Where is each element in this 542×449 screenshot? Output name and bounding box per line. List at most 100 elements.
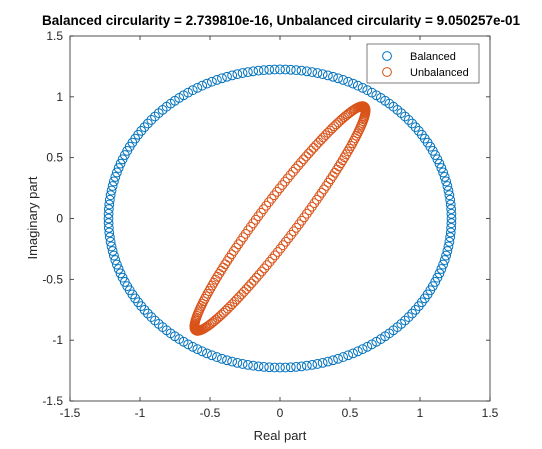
- data-point: [111, 259, 122, 270]
- data-point: [445, 232, 456, 243]
- data-point: [282, 173, 293, 184]
- data-point: [343, 76, 354, 87]
- data-point: [253, 211, 264, 222]
- data-point: [272, 247, 283, 257]
- data-point: [117, 154, 128, 165]
- data-point: [142, 118, 153, 129]
- data-point: [291, 65, 302, 76]
- data-point: [150, 111, 160, 122]
- data-point: [206, 350, 217, 361]
- data-point: [197, 80, 208, 91]
- data-point: [333, 353, 343, 364]
- legend[interactable]: Balanced Unbalanced: [366, 43, 480, 84]
- data-point: [104, 232, 115, 243]
- data-point: [314, 191, 325, 202]
- data-point: [333, 73, 343, 84]
- data-point: [335, 158, 346, 169]
- data-point: [275, 64, 285, 75]
- data-point: [274, 183, 285, 194]
- data-point: [256, 207, 266, 218]
- data-point: [248, 360, 259, 371]
- data-point: [357, 344, 368, 355]
- data-point: [113, 264, 124, 274]
- data-point: [214, 268, 225, 279]
- data-point: [202, 78, 212, 89]
- data-point: [241, 284, 252, 295]
- data-point: [272, 186, 282, 197]
- data-point: [312, 68, 323, 78]
- legend-marker-balanced: [382, 51, 392, 61]
- data-point: [296, 65, 307, 76]
- data-point: [251, 272, 262, 283]
- data-point: [307, 67, 318, 77]
- data-point: [304, 205, 315, 216]
- data-point: [413, 125, 424, 136]
- data-point: [248, 66, 259, 77]
- data-point: [341, 149, 352, 160]
- data-point: [444, 190, 455, 201]
- data-point: [311, 140, 321, 151]
- data-point: [103, 208, 114, 219]
- data-point: [253, 65, 264, 76]
- data-point: [286, 229, 297, 240]
- data-point: [308, 142, 319, 153]
- data-point: [253, 361, 264, 372]
- data-point: [285, 170, 296, 180]
- data-point: [438, 259, 449, 270]
- data-point: [212, 271, 223, 282]
- data-point: [337, 155, 348, 166]
- data-point: [446, 204, 457, 215]
- data-point: [103, 218, 114, 229]
- data-point: [441, 176, 452, 187]
- data-point: [235, 235, 246, 246]
- y-tick-label: 0: [56, 212, 63, 226]
- x-axis-label: Real part: [254, 428, 307, 443]
- data-point: [142, 308, 153, 319]
- data-point: [293, 160, 304, 171]
- data-point: [436, 264, 447, 274]
- data-point: [396, 318, 407, 329]
- data-point: [445, 199, 456, 210]
- data-point: [319, 184, 329, 195]
- data-point: [236, 289, 247, 300]
- data-point: [146, 115, 157, 125]
- data-point: [353, 126, 364, 137]
- data-point: [339, 152, 350, 163]
- data-point: [146, 312, 157, 322]
- data-point: [207, 280, 218, 291]
- data-point: [233, 239, 244, 250]
- data-point: [264, 64, 275, 75]
- data-point: [290, 163, 301, 174]
- axes-layer: -1.5 -1 -0.5 0 0.5 1 1.5 -1.5 -1 -0.5 0 0.5 1 1.5: [42, 29, 498, 420]
- data-point: [150, 315, 160, 326]
- y-tick-label: -1: [52, 333, 63, 347]
- data-point: [296, 215, 307, 226]
- data-point: [338, 352, 349, 362]
- x-tick-label: 1.5: [482, 406, 499, 420]
- data-point: [187, 85, 198, 96]
- data-point: [196, 300, 207, 311]
- data-point: [359, 102, 370, 112]
- data-point: [403, 115, 414, 125]
- data-point: [107, 181, 118, 191]
- data-point: [136, 301, 147, 312]
- x-tick-label: 1: [417, 406, 424, 420]
- data-point: [242, 360, 253, 370]
- data-point: [280, 64, 291, 75]
- data-point: [346, 141, 356, 151]
- data-point: [266, 193, 277, 204]
- data-point: [312, 359, 323, 369]
- data-point: [303, 148, 314, 159]
- data-point: [407, 308, 418, 319]
- data-point: [110, 172, 121, 182]
- x-tick-label: -0.5: [200, 406, 221, 420]
- data-point: [104, 194, 115, 205]
- data-point: [258, 204, 269, 215]
- data-point: [206, 76, 217, 87]
- data-point: [410, 122, 421, 133]
- data-point: [212, 313, 223, 323]
- data-point: [348, 78, 358, 89]
- data-point: [211, 352, 222, 362]
- x-tick-label: 0.5: [342, 406, 359, 420]
- data-point: [317, 69, 328, 80]
